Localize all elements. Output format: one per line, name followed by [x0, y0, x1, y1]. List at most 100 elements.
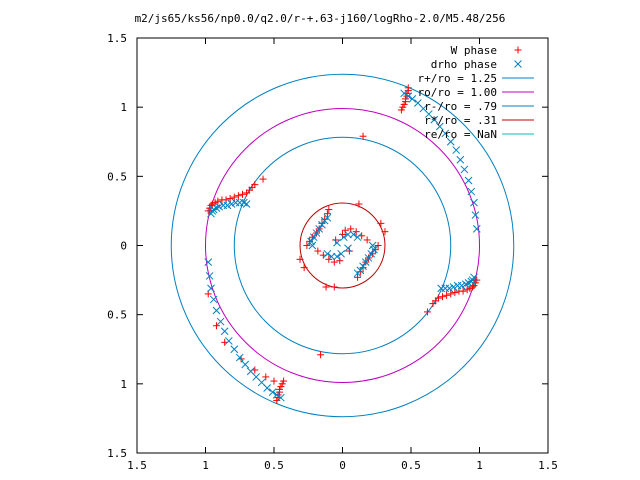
data-point — [251, 181, 259, 189]
data-point — [363, 236, 371, 244]
data-point — [234, 192, 242, 200]
chart-title: m2/js65/ks56/np0.0/q2.0/r-+.63-j160/logR… — [135, 12, 506, 25]
y-tick-label: 1.5 — [107, 32, 127, 45]
data-point — [430, 115, 439, 124]
series-cross — [204, 89, 481, 402]
data-point — [461, 280, 470, 289]
data-point — [235, 198, 244, 207]
data-point — [268, 388, 277, 396]
data-point — [359, 262, 367, 271]
data-point — [435, 122, 444, 131]
legend-label: r+/ro = 1.25 — [418, 72, 497, 85]
data-point — [336, 257, 344, 265]
data-point — [464, 176, 473, 185]
data-point — [453, 281, 462, 290]
data-point — [318, 220, 326, 229]
data-point — [212, 306, 221, 315]
data-point — [463, 286, 471, 294]
legend-label: W phase — [451, 44, 497, 57]
data-point — [223, 201, 232, 210]
data-point — [423, 308, 431, 316]
data-point — [317, 351, 325, 359]
reference-circle — [233, 136, 452, 355]
data-point — [353, 269, 362, 278]
data-point — [441, 284, 450, 293]
data-point — [323, 249, 332, 258]
data-point — [460, 165, 469, 174]
data-point — [204, 258, 213, 266]
data-point — [322, 283, 330, 291]
data-point — [437, 284, 445, 293]
legend-label: r*/ro = .31 — [424, 114, 497, 127]
y-tick-label: 1 — [120, 101, 127, 114]
data-point — [368, 241, 377, 250]
data-point — [227, 200, 236, 208]
data-point — [207, 284, 215, 293]
data-point — [296, 255, 304, 263]
data-point — [404, 84, 412, 92]
data-point — [323, 210, 331, 218]
legend-marker — [514, 46, 522, 54]
data-point — [367, 249, 376, 258]
data-point — [214, 197, 222, 205]
x-tick-label: 0 — [339, 459, 346, 472]
data-point — [341, 226, 349, 234]
data-point — [340, 233, 348, 242]
legend-marker — [514, 60, 522, 68]
data-point — [429, 300, 437, 308]
data-point — [361, 258, 370, 266]
y-tick-label: 1 — [120, 378, 127, 391]
data-point — [205, 272, 214, 280]
data-point — [314, 247, 322, 255]
data-point — [303, 242, 311, 249]
data-point — [212, 204, 221, 213]
data-point — [238, 190, 246, 198]
x-tick-label: 1 — [202, 459, 209, 472]
data-point — [452, 146, 461, 154]
data-point — [349, 230, 358, 239]
data-point — [400, 89, 409, 98]
data-point — [344, 230, 352, 239]
data-point — [364, 254, 373, 262]
data-point — [330, 283, 338, 291]
data-point — [220, 327, 229, 336]
data-point — [464, 278, 473, 287]
data-point — [359, 132, 367, 140]
x-tick-label: 1.5 — [127, 459, 147, 472]
data-point — [447, 290, 455, 298]
data-point — [333, 238, 341, 247]
data-point — [259, 175, 267, 183]
data-point — [323, 213, 332, 222]
data-point — [241, 360, 250, 369]
data-point — [439, 293, 447, 301]
data-point — [337, 249, 345, 258]
data-point — [408, 95, 417, 103]
data-point — [212, 322, 220, 330]
data-point — [312, 229, 321, 237]
y-tick-label: 1.5 — [107, 447, 127, 460]
data-point — [235, 353, 244, 362]
data-point — [345, 247, 353, 255]
data-point — [216, 317, 225, 326]
data-point — [333, 252, 341, 261]
legend-label: r-/ro = .79 — [424, 100, 497, 113]
data-point — [441, 129, 450, 138]
data-point — [344, 244, 352, 253]
data-point — [270, 377, 278, 385]
axis-ticks: 1.5 1 0.5 0 0.5 1 1.51.510.500.511.5 — [107, 32, 558, 472]
y-tick-label: 0.5 — [107, 170, 127, 183]
data-point — [471, 211, 480, 219]
data-point — [325, 206, 333, 214]
x-tick-label: 0.5 — [401, 459, 421, 472]
data-point — [300, 264, 308, 272]
data-point — [230, 345, 239, 354]
x-tick-label: 0.5 — [264, 459, 284, 472]
data-point — [339, 230, 346, 238]
data-point — [449, 283, 458, 291]
data-point — [262, 373, 270, 381]
data-point — [472, 225, 481, 233]
data-point — [309, 233, 318, 242]
legend-label: re/ro = NaN — [424, 128, 497, 141]
data-point — [327, 252, 336, 261]
data-point — [355, 200, 363, 208]
